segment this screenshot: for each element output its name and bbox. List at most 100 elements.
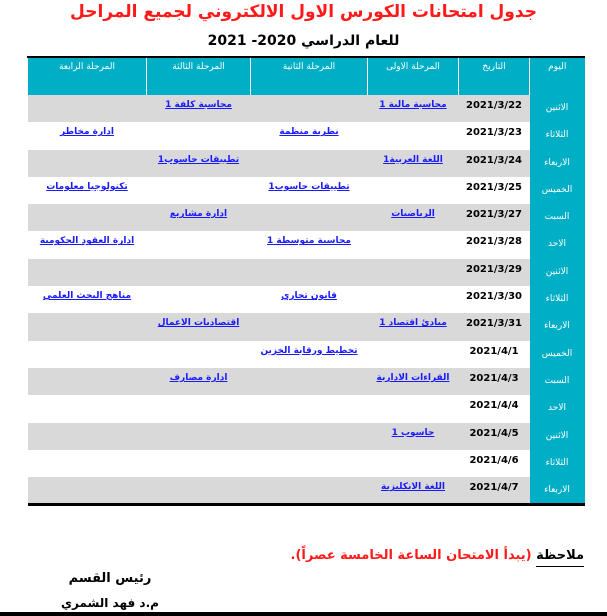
date-cell: 2021/3/22	[458, 95, 530, 123]
stage-2-cell: محاسبة متوسطة 1	[251, 231, 368, 258]
table-row: الاثنين 2021/3/22 محاسبة مالية 1 محاسبة كلف…	[27, 95, 585, 123]
stage-1-cell: الرياضيات	[367, 204, 459, 232]
subject-link[interactable]: قانون تجاري	[281, 291, 337, 302]
stage-2-cell	[250, 95, 368, 123]
subject-link[interactable]: اللغة الانكليزية	[381, 482, 445, 493]
table-row: الاثنين 2021/4/5 حاسوب 1	[27, 422, 585, 450]
stage-3-cell	[147, 122, 251, 149]
exam-schedule-table: اليوم التاريخ المرحلة الاولى المرحلة الث…	[27, 56, 585, 506]
header-stage-2: المرحلة الثانية	[250, 57, 368, 95]
stage-4-cell: تكنولوجيا معلومات	[28, 177, 147, 204]
day-cell: الاثنين	[529, 422, 585, 450]
stage-1-cell	[368, 341, 459, 368]
stage-1-cell: اللغة العربية1	[367, 149, 459, 177]
subject-link[interactable]: نظرية منظمة	[279, 127, 339, 138]
stage-4-cell	[27, 204, 147, 232]
stage-2-cell: نظرية منظمة	[251, 122, 368, 149]
subject-link[interactable]: الرياضيات	[391, 209, 435, 220]
stage-3-cell: اقتصاديات الاعمال	[146, 313, 251, 341]
stage-2-cell: تطبيقات حاسوب1	[251, 177, 368, 204]
date-cell: 2021/3/29	[458, 258, 530, 287]
stage-2-cell	[251, 450, 368, 477]
day-cell: الاحد	[529, 231, 585, 259]
stage-4-cell	[27, 95, 147, 123]
date-cell: 2021/4/6	[469, 454, 519, 466]
stage-2-cell: قانون تجاري	[251, 286, 368, 313]
subject-link[interactable]: مبادئ اقتصاد 1	[379, 318, 447, 329]
table-row: الثلاثاء 2021/3/23 نظرية منظمة ادارة مخاطر	[28, 122, 585, 150]
day-cell: الاثنين	[529, 258, 585, 287]
stage-4-cell	[27, 258, 147, 287]
stage-2-cell	[250, 367, 368, 396]
header-day: اليوم	[529, 57, 585, 95]
stage-3-cell	[147, 177, 251, 204]
day-cell: الاربعاء	[529, 149, 585, 177]
subject-link[interactable]: تكنولوجيا معلومات	[46, 181, 128, 192]
page-subtitle: للعام الدراسي 2020- 2021	[207, 33, 400, 49]
subject-link[interactable]: ادارة مشاريع	[169, 209, 228, 220]
subject-link[interactable]: محاسبة مالية 1	[379, 100, 447, 110]
stage-4-cell	[27, 477, 147, 505]
table-row: الثلاثاء 2021/3/30 قانون تجاري مناهج البحث …	[28, 286, 585, 314]
table-row: السبت 2021/4/3 القراءات الادارية ادارة مصار…	[27, 367, 585, 396]
subject-link[interactable]: ادارة مصارف	[169, 372, 228, 383]
table-row: الثلاثاء 2021/4/6	[28, 449, 585, 478]
date-cell: 2021/3/25	[465, 181, 522, 193]
stage-3-cell: ادارة مشاريع	[146, 204, 251, 232]
subject-link[interactable]: تطبيقات حاسوب1	[268, 181, 350, 192]
stage-4-cell	[27, 313, 147, 341]
date-cell: 2021/3/28	[465, 236, 522, 248]
stage-4-cell	[28, 395, 147, 422]
date-cell: 2021/3/27	[458, 204, 530, 232]
stage-1-cell	[368, 395, 459, 422]
stage-4-cell	[27, 149, 147, 177]
day-cell: الخميس	[529, 340, 585, 368]
stage-2-cell	[250, 149, 368, 177]
subject-link[interactable]: مناهج البحث العلمي	[42, 291, 132, 302]
date-cell: 2021/4/5	[458, 422, 530, 450]
stage-4-cell	[27, 422, 147, 450]
subject-link[interactable]: اللغة العربية1	[383, 154, 443, 165]
subject-link[interactable]: ادارة العقود الحكومية	[39, 236, 135, 247]
stage-1-cell	[367, 258, 459, 287]
subject-link[interactable]: اقتصاديات الاعمال	[157, 318, 240, 329]
table-header-row: اليوم التاريخ المرحلة الاولى المرحلة الث…	[27, 57, 585, 95]
stage-1-cell: اللغة الانكليزية	[367, 477, 459, 505]
stage-3-cell: محاسبة كلفة 1	[146, 95, 251, 123]
stage-3-cell	[146, 258, 251, 287]
subject-link[interactable]: ادارة مخاطر	[60, 127, 114, 138]
day-cell: السبت	[529, 204, 585, 232]
day-cell: السبت	[529, 367, 585, 396]
table-row: الاربعاء 2021/3/24 اللغة العربية1 تطبيقات ح…	[27, 149, 585, 177]
bottom-bar	[0, 612, 607, 616]
signature-role: رئيس القسم	[68, 571, 152, 586]
stage-2-cell	[250, 477, 368, 505]
header-date: التاريخ	[458, 57, 530, 95]
stage-1-cell: محاسبة مالية 1	[367, 95, 459, 123]
stage-1-cell: القراءات الادارية	[367, 367, 459, 396]
subject-link[interactable]: القراءات الادارية	[376, 372, 450, 383]
stage-1-cell: حاسوب 1	[367, 422, 459, 450]
stage-2-cell	[250, 313, 368, 341]
stage-3-cell	[146, 422, 251, 450]
subject-link[interactable]: حاسوب 1	[391, 427, 435, 438]
stage-4-cell: ادارة مخاطر	[28, 122, 147, 149]
subject-link[interactable]: محاسبة متوسطة 1	[267, 236, 351, 247]
subject-link[interactable]: تطبيقات حاسوب1	[157, 154, 240, 165]
subject-link[interactable]: تخطيط ورقابة الخزين	[260, 345, 358, 356]
page-title: جدول امتحانات الكورس الاول الالكتروني لج…	[70, 2, 537, 22]
note-label: ملاحظة	[536, 548, 584, 567]
stage-1-cell: مبادئ اقتصاد 1	[367, 313, 459, 341]
table-row: الاحد 2021/4/4	[28, 395, 585, 423]
stage-2-cell	[250, 258, 368, 287]
stage-1-cell	[368, 286, 459, 313]
day-cell: الاربعاء	[529, 313, 585, 341]
header-stage-4: المرحلة الرابعة	[27, 57, 147, 95]
header-stage-1: المرحلة الاولى	[367, 57, 459, 95]
date-cell: 2021/4/1	[469, 345, 519, 357]
date-cell: 2021/4/7	[458, 477, 530, 505]
stage-3-cell: ادارة مصارف	[146, 367, 251, 396]
stage-4-cell	[28, 341, 147, 368]
subject-link[interactable]: محاسبة كلفة 1	[165, 100, 232, 110]
table-row: الاحد 2021/3/28 محاسبة متوسطة 1 ادارة العقو…	[28, 231, 585, 259]
